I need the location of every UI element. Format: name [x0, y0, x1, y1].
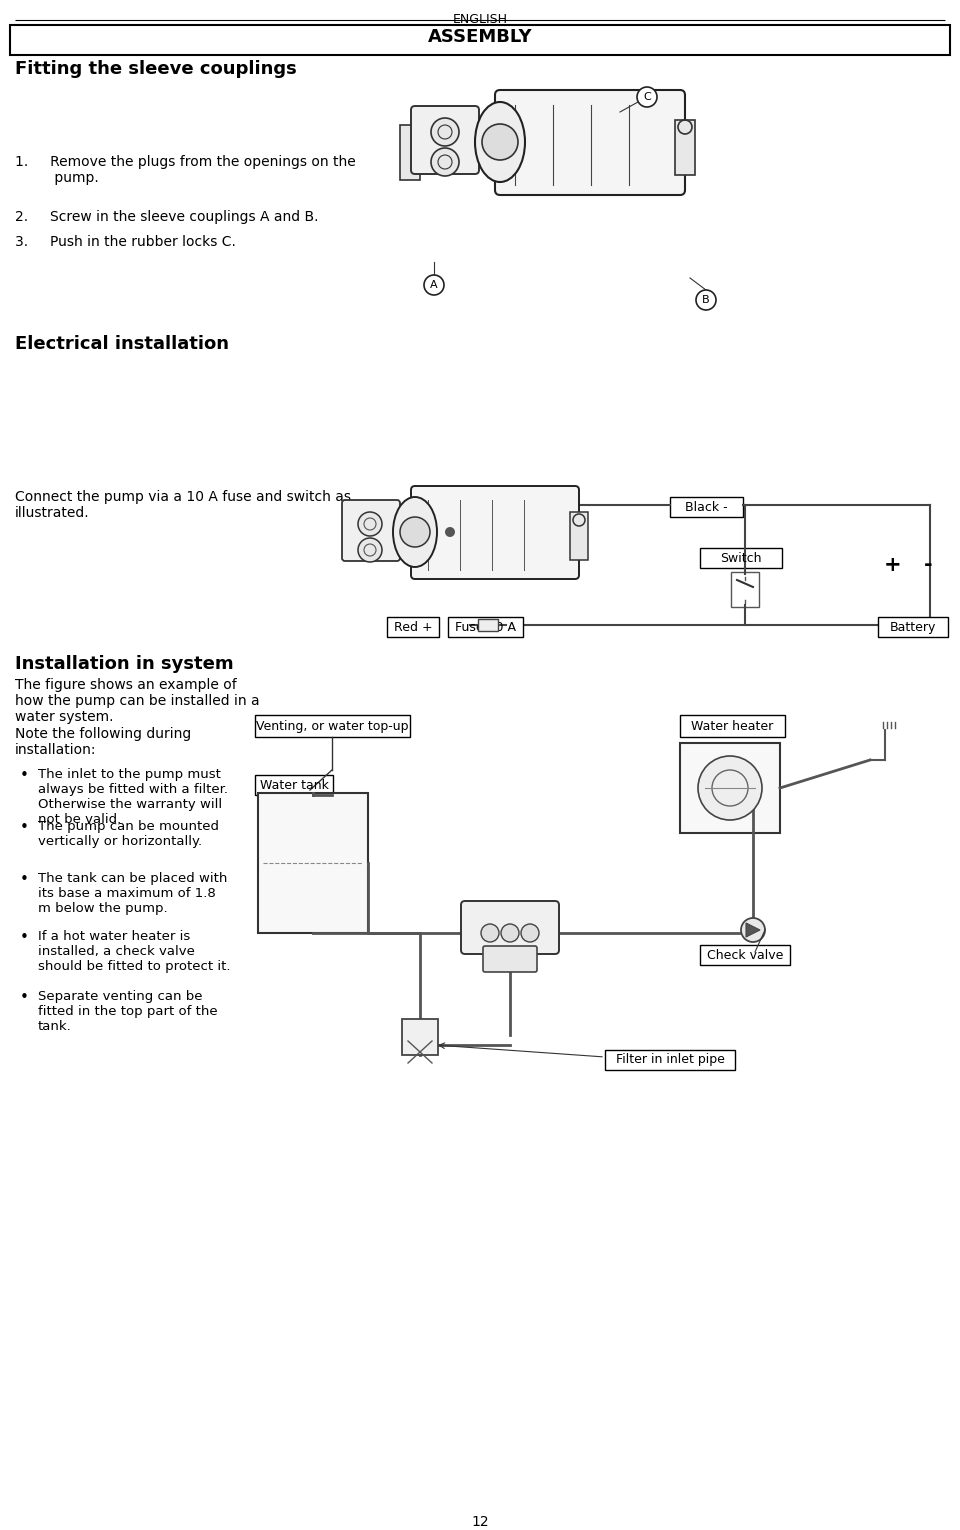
Bar	[255, 715, 410, 737]
Circle shape	[445, 526, 455, 537]
Text: Connect the pump via a 10 A fuse and switch as
illustrated.: Connect the pump via a 10 A fuse and swi…	[15, 490, 351, 520]
Circle shape	[431, 148, 459, 176]
Bar	[478, 620, 498, 630]
Bar	[670, 497, 743, 517]
Text: +: +	[884, 555, 901, 575]
Bar	[400, 125, 420, 181]
Text: The tank can be placed with
its base a maximum of 1.8
m below the pump.: The tank can be placed with its base a m…	[38, 872, 228, 915]
Text: Fitting the sleeve couplings: Fitting the sleeve couplings	[15, 60, 297, 78]
Text: -: -	[924, 555, 932, 575]
Text: Switch: Switch	[720, 551, 761, 565]
Text: •: •	[20, 768, 29, 783]
Text: Check valve: Check valve	[707, 949, 783, 961]
Text: C: C	[643, 92, 651, 103]
Bar	[680, 744, 780, 832]
Text: Filter in inlet pipe: Filter in inlet pipe	[615, 1054, 725, 1066]
FancyBboxPatch shape	[342, 500, 400, 562]
FancyBboxPatch shape	[461, 901, 559, 955]
Circle shape	[358, 513, 382, 536]
Bar	[402, 1019, 438, 1056]
Text: If a hot water heater is
installed, a check valve
should be fitted to protect it: If a hot water heater is installed, a ch…	[38, 930, 230, 973]
Text: Electrical installation: Electrical installation	[15, 335, 229, 353]
Text: Separate venting can be
fitted in the top part of the
tank.: Separate venting can be fitted in the to…	[38, 990, 218, 1033]
Text: 3.     Push in the rubber locks C.: 3. Push in the rubber locks C.	[15, 236, 236, 249]
Text: •: •	[20, 820, 29, 835]
Text: Water tank: Water tank	[259, 779, 328, 791]
Text: Battery: Battery	[890, 621, 936, 633]
Bar	[255, 776, 333, 796]
Circle shape	[400, 517, 430, 548]
Text: The figure shows an example of
how the pump can be installed in a
water system.
: The figure shows an example of how the p…	[15, 678, 259, 757]
Text: •: •	[20, 990, 29, 1005]
Circle shape	[696, 291, 716, 311]
FancyBboxPatch shape	[495, 90, 685, 194]
Polygon shape	[746, 923, 760, 936]
Bar	[570, 513, 588, 560]
Bar	[878, 617, 948, 636]
Circle shape	[637, 87, 657, 107]
Text: The inlet to the pump must
always be fitted with a filter.
Otherwise the warrant: The inlet to the pump must always be fit…	[38, 768, 228, 826]
Bar	[731, 572, 759, 607]
Bar	[680, 715, 785, 737]
Text: B: B	[702, 295, 709, 304]
Text: Black -: Black -	[685, 500, 728, 514]
Bar	[700, 548, 782, 568]
Bar	[258, 793, 368, 933]
FancyBboxPatch shape	[483, 946, 537, 972]
Text: A: A	[430, 280, 438, 291]
Text: ASSEMBLY: ASSEMBLY	[428, 28, 532, 46]
Bar	[448, 617, 523, 636]
FancyBboxPatch shape	[411, 106, 479, 174]
Text: ENGLISH: ENGLISH	[452, 12, 508, 26]
Circle shape	[358, 539, 382, 562]
Text: The pump can be mounted
vertically or horizontally.: The pump can be mounted vertically or ho…	[38, 820, 219, 848]
Circle shape	[481, 924, 499, 942]
Text: •: •	[20, 872, 29, 887]
Text: Red +: Red +	[394, 621, 432, 633]
Circle shape	[482, 124, 518, 161]
Bar	[605, 1050, 735, 1069]
Circle shape	[741, 918, 765, 942]
FancyBboxPatch shape	[411, 487, 579, 578]
Text: 12: 12	[471, 1515, 489, 1528]
Circle shape	[698, 756, 762, 820]
Text: 1.     Remove the plugs from the openings on the
         pump.: 1. Remove the plugs from the openings on…	[15, 155, 356, 185]
Circle shape	[431, 118, 459, 145]
Bar	[10, 24, 950, 55]
Text: Water heater: Water heater	[691, 719, 774, 733]
Circle shape	[501, 924, 519, 942]
Text: Venting, or water top-up: Venting, or water top-up	[256, 719, 409, 733]
Bar	[387, 617, 439, 636]
Circle shape	[424, 275, 444, 295]
Ellipse shape	[393, 497, 437, 568]
Text: Installation in system: Installation in system	[15, 655, 233, 673]
Ellipse shape	[475, 103, 525, 182]
Text: •: •	[20, 930, 29, 946]
Circle shape	[521, 924, 539, 942]
Text: Fuse 10 A: Fuse 10 A	[455, 621, 516, 633]
Bar	[675, 119, 695, 174]
Bar	[700, 946, 790, 965]
Text: 2.     Screw in the sleeve couplings A and B.: 2. Screw in the sleeve couplings A and B…	[15, 210, 319, 223]
